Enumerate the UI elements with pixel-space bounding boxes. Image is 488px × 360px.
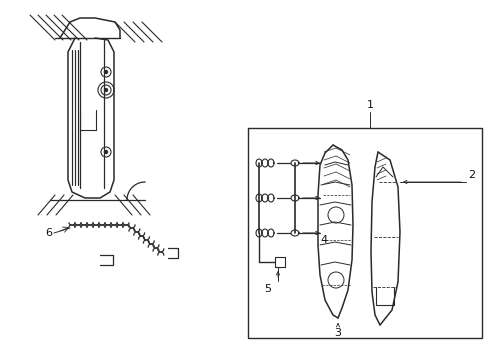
Text: 5: 5	[264, 284, 271, 294]
Text: 6: 6	[45, 228, 52, 238]
Text: 2: 2	[467, 170, 474, 180]
Text: 3: 3	[334, 328, 341, 338]
Circle shape	[104, 71, 107, 73]
Text: 1: 1	[366, 100, 373, 110]
Circle shape	[104, 150, 107, 153]
Text: 4: 4	[319, 235, 326, 245]
Circle shape	[104, 89, 107, 91]
